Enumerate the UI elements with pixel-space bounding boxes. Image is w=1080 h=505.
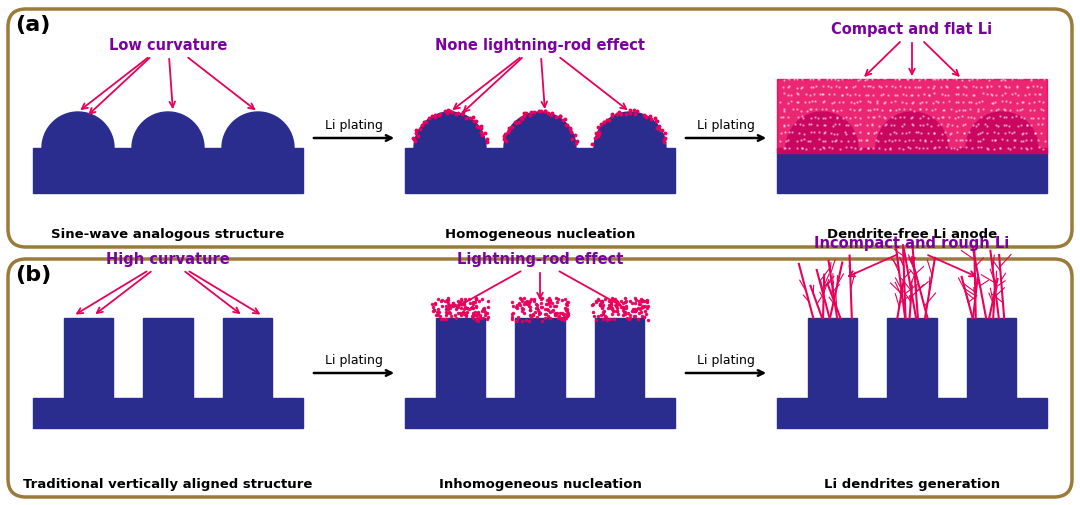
Text: Lightning-rod effect: Lightning-rod effect: [457, 251, 623, 267]
Polygon shape: [876, 113, 948, 148]
Text: (b): (b): [15, 265, 51, 284]
Polygon shape: [132, 113, 204, 148]
Bar: [777, 148, 1047, 193]
Bar: [435, 318, 485, 398]
Bar: [224, 318, 272, 398]
Text: Homogeneous nucleation: Homogeneous nucleation: [445, 228, 635, 240]
Text: Li dendrites generation: Li dendrites generation: [824, 477, 1000, 490]
Text: Li plating: Li plating: [697, 119, 755, 132]
Text: Li plating: Li plating: [325, 354, 383, 366]
Text: Compact and flat Li: Compact and flat Li: [832, 22, 993, 37]
Text: Low curvature: Low curvature: [109, 38, 227, 53]
Polygon shape: [504, 113, 576, 148]
Text: Traditional vertically aligned structure: Traditional vertically aligned structure: [24, 477, 313, 490]
Bar: [968, 318, 1016, 398]
Bar: [777, 80, 1047, 154]
Polygon shape: [594, 113, 666, 148]
Bar: [405, 148, 675, 193]
Polygon shape: [966, 113, 1038, 148]
Polygon shape: [222, 113, 294, 148]
Bar: [33, 398, 303, 428]
Text: Sine-wave analogous structure: Sine-wave analogous structure: [52, 228, 285, 240]
Bar: [33, 148, 303, 193]
Bar: [405, 398, 675, 428]
Text: High curvature: High curvature: [106, 251, 230, 267]
Bar: [64, 318, 112, 398]
Text: Li plating: Li plating: [697, 354, 755, 366]
FancyBboxPatch shape: [8, 10, 1072, 247]
Bar: [777, 398, 1047, 428]
Bar: [515, 318, 565, 398]
Text: (a): (a): [15, 15, 51, 35]
Text: Inhomogeneous nucleation: Inhomogeneous nucleation: [438, 477, 642, 490]
Text: Dendrite-free Li anode: Dendrite-free Li anode: [827, 228, 997, 240]
Polygon shape: [42, 113, 114, 148]
Text: Li plating: Li plating: [325, 119, 383, 132]
Text: Incompact and rough Li: Incompact and rough Li: [814, 235, 1010, 250]
Polygon shape: [786, 113, 858, 148]
Bar: [595, 318, 645, 398]
Bar: [808, 318, 856, 398]
FancyBboxPatch shape: [8, 260, 1072, 497]
Bar: [888, 318, 936, 398]
Polygon shape: [414, 113, 486, 148]
Bar: [144, 318, 192, 398]
Text: None lightning-rod effect: None lightning-rod effect: [435, 38, 645, 53]
